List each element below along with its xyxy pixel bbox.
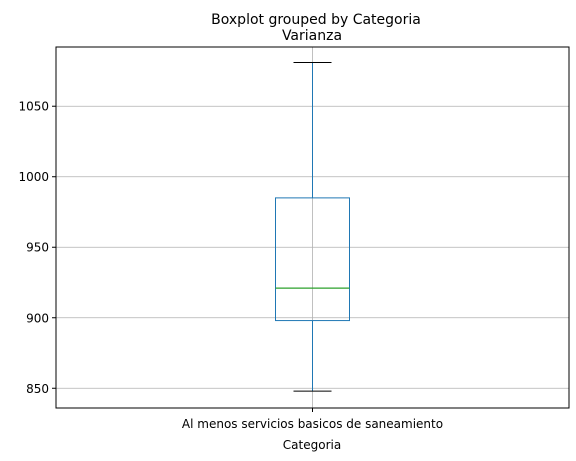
y-tick-label: 1000 [18, 170, 49, 184]
box-group [275, 62, 350, 392]
iqr-box [275, 197, 350, 322]
x-tick-label: Al menos servicios basicos de saneamient… [182, 417, 443, 431]
y-tick-label: 900 [26, 311, 49, 325]
y-tick-label: 850 [26, 382, 49, 396]
chart-title: Varianza [282, 28, 342, 44]
x-axis-label: Categoria [283, 438, 341, 452]
chart-suptitle: Boxplot grouped by Categoria [211, 12, 421, 28]
y-axis: 850 900 950 1000 1050 [18, 100, 56, 396]
x-axis: Al menos servicios basicos de saneamient… [182, 408, 443, 431]
y-tick-label: 950 [26, 241, 49, 255]
y-tick-label: 1050 [18, 100, 49, 114]
